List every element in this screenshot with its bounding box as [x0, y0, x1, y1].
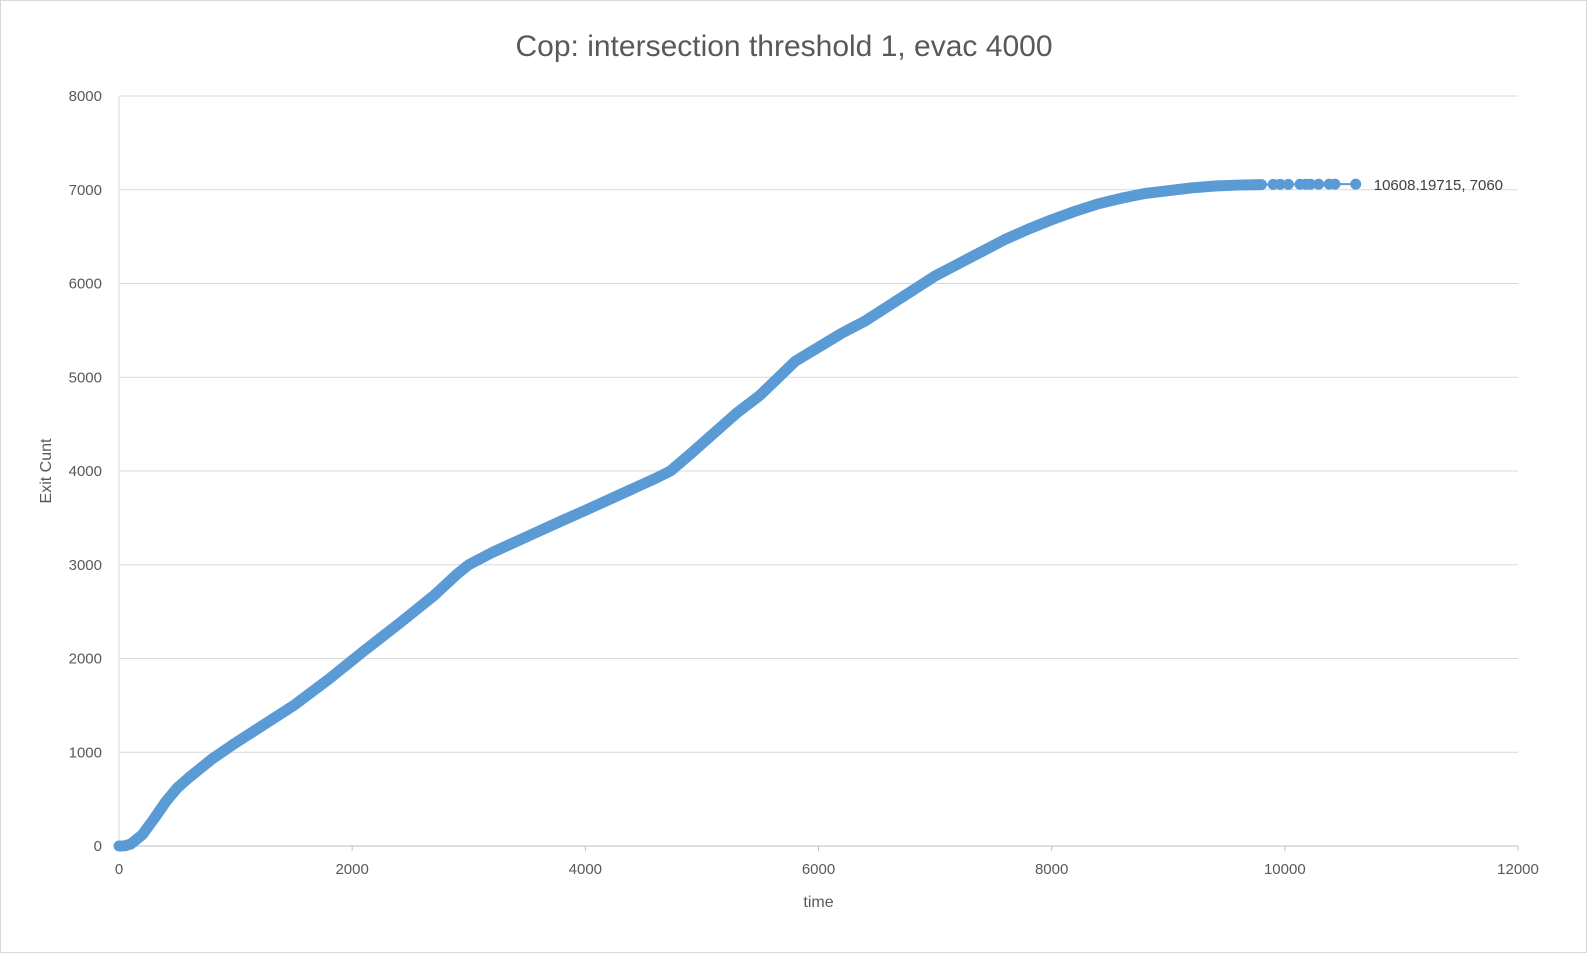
- data-label: 10608.19715, 7060: [1374, 177, 1503, 194]
- y-tick-label: 4000: [69, 463, 102, 480]
- x-axis-label: time: [803, 894, 833, 911]
- gridlines: [119, 96, 1518, 752]
- y-tick-label: 1000: [69, 744, 102, 761]
- x-tick-label: 10000: [1264, 861, 1306, 878]
- data-point: [1350, 179, 1361, 190]
- x-axis-ticks: 0 2000 4000 6000 8000 10000 12000: [115, 846, 1539, 878]
- y-tick-label: 3000: [69, 557, 102, 574]
- y-tick-label: 5000: [69, 369, 102, 386]
- x-tick-label: 4000: [569, 861, 602, 878]
- x-tick-label: 0: [115, 861, 123, 878]
- y-tick-label: 2000: [69, 651, 102, 668]
- data-point: [1329, 179, 1340, 190]
- chart-title: Cop: intersection threshold 1, evac 4000: [516, 30, 1053, 63]
- x-tick-label: 2000: [335, 861, 368, 878]
- y-tick-label: 7000: [69, 182, 102, 199]
- x-tick-label: 6000: [802, 861, 835, 878]
- x-tick-label: 8000: [1035, 861, 1068, 878]
- data-point: [1313, 179, 1324, 190]
- y-tick-label: 0: [94, 838, 102, 855]
- y-tick-label: 8000: [69, 88, 102, 105]
- data-point: [1283, 179, 1294, 190]
- y-tick-label: 6000: [69, 276, 102, 293]
- y-axis-ticks: 0 1000 2000 3000 4000 5000 6000 7000 8000: [69, 88, 102, 855]
- x-tick-label: 12000: [1497, 861, 1539, 878]
- data-series: [119, 179, 1361, 846]
- y-axis-label: Exit Cunt: [38, 438, 55, 503]
